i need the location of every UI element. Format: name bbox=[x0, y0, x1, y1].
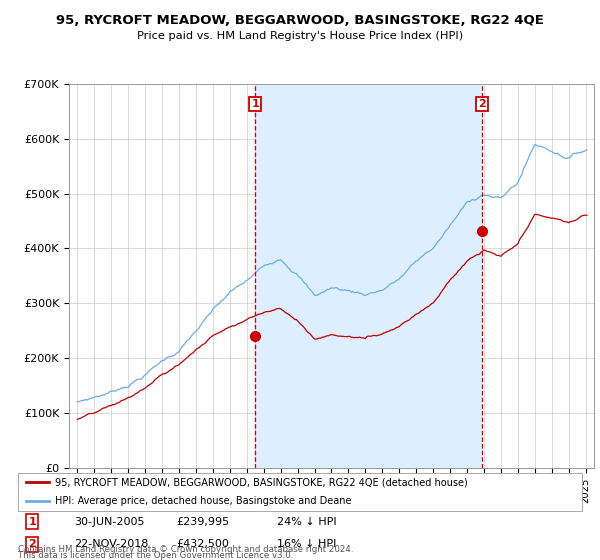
Text: 2: 2 bbox=[478, 99, 486, 109]
Text: 16% ↓ HPI: 16% ↓ HPI bbox=[277, 539, 337, 549]
Text: 1: 1 bbox=[28, 517, 36, 527]
Bar bbox=[255, 84, 482, 468]
Text: This data is licensed under the Open Government Licence v3.0.: This data is licensed under the Open Gov… bbox=[18, 551, 293, 560]
Text: £239,995: £239,995 bbox=[176, 517, 229, 527]
Text: 95, RYCROFT MEADOW, BEGGARWOOD, BASINGSTOKE, RG22 4QE: 95, RYCROFT MEADOW, BEGGARWOOD, BASINGST… bbox=[56, 14, 544, 27]
Text: 1: 1 bbox=[251, 99, 259, 109]
Text: Contains HM Land Registry data © Crown copyright and database right 2024.: Contains HM Land Registry data © Crown c… bbox=[18, 545, 353, 554]
Text: Price paid vs. HM Land Registry's House Price Index (HPI): Price paid vs. HM Land Registry's House … bbox=[137, 31, 463, 41]
Text: 22-NOV-2018: 22-NOV-2018 bbox=[74, 539, 149, 549]
Text: 24% ↓ HPI: 24% ↓ HPI bbox=[277, 517, 337, 527]
Text: 2: 2 bbox=[28, 539, 36, 549]
Text: HPI: Average price, detached house, Basingstoke and Deane: HPI: Average price, detached house, Basi… bbox=[55, 496, 351, 506]
Text: 30-JUN-2005: 30-JUN-2005 bbox=[74, 517, 145, 527]
Text: £432,500: £432,500 bbox=[176, 539, 229, 549]
Text: 95, RYCROFT MEADOW, BEGGARWOOD, BASINGSTOKE, RG22 4QE (detached house): 95, RYCROFT MEADOW, BEGGARWOOD, BASINGST… bbox=[55, 477, 467, 487]
